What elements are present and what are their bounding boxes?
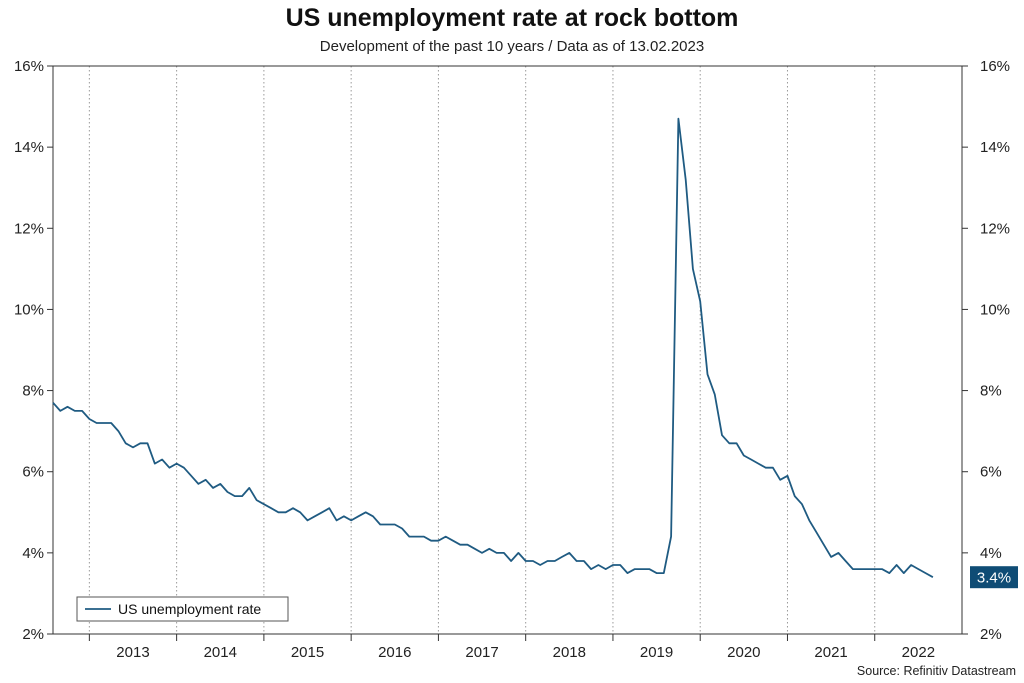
y-tick-label-right: 10% — [980, 301, 1010, 318]
y-tick-label-right: 6% — [980, 464, 1002, 481]
chart-title: US unemployment rate at rock bottom — [285, 4, 739, 32]
x-tick-label: 2020 — [727, 644, 760, 661]
y-tick-label-left: 8% — [22, 383, 44, 400]
legend-box — [76, 596, 289, 622]
series-line-unemployment-rate — [52, 117, 934, 578]
chart-subtitle: Development of the past 10 years / Data … — [319, 38, 705, 55]
y-tick-label-left: 10% — [14, 301, 44, 318]
y-tick-label-right: 12% — [980, 220, 1010, 237]
y-tick-label-left: 16% — [14, 58, 44, 75]
last-value-badge — [970, 566, 1018, 589]
plot-frame — [52, 65, 963, 635]
legend-label: US unemployment rate — [118, 601, 261, 617]
x-tick-label: 2013 — [116, 644, 149, 661]
x-tick-label: 2019 — [640, 644, 673, 661]
y-tick-label-right: 16% — [980, 58, 1010, 75]
y-tick-label-right: 14% — [980, 139, 1010, 156]
x-tick-label: 2021 — [814, 644, 847, 661]
x-tick-label: 2016 — [378, 644, 411, 661]
y-tick-label-left: 6% — [22, 464, 44, 481]
x-tick-label: 2017 — [465, 644, 498, 661]
x-tick-label: 2015 — [291, 644, 324, 661]
y-tick-label-left: 14% — [14, 139, 44, 156]
x-tick-label: 2014 — [204, 644, 237, 661]
y-tick-label-left: 4% — [22, 545, 44, 562]
source-note: Source: Refinitiv Datastream — [856, 664, 1016, 678]
last-value-label: 3.4% — [977, 570, 1011, 587]
y-tick-label-right: 2% — [980, 626, 1002, 643]
y-tick-label-left: 2% — [22, 626, 44, 643]
x-tick-label: 2022 — [902, 644, 935, 661]
x-tick-label: 2018 — [553, 644, 586, 661]
y-tick-label-right: 4% — [980, 545, 1002, 562]
y-tick-label-left: 12% — [14, 220, 44, 237]
y-tick-label-right: 8% — [980, 383, 1002, 400]
